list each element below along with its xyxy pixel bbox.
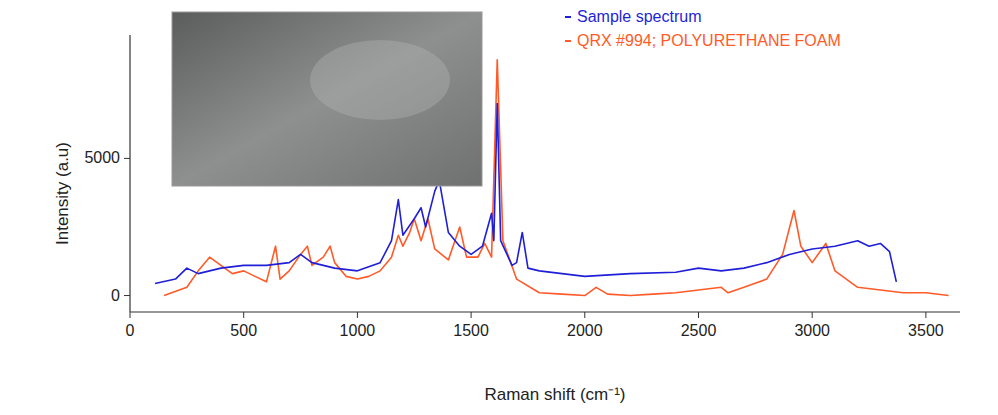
y-tick-label: 0	[111, 287, 120, 304]
x-tick	[130, 312, 131, 318]
legend-swatch	[565, 16, 571, 18]
x-tick-label: 2000	[567, 322, 603, 339]
x-axis-title: Raman shift (cm⁻¹)	[484, 385, 625, 404]
x-axis-line	[130, 311, 960, 312]
y-tick-label: 5000	[84, 149, 120, 166]
x-tick-label: 3000	[794, 322, 830, 339]
y-tick	[124, 295, 130, 296]
x-tick	[357, 312, 358, 318]
x-tick	[584, 312, 585, 318]
legend-label: Sample spectrum	[577, 8, 702, 25]
x-tick	[698, 312, 699, 318]
y-axis-line	[129, 35, 130, 312]
legend-swatch	[565, 40, 571, 42]
inset-highlight	[310, 40, 450, 120]
x-tick	[925, 312, 926, 318]
x-tick-label: 1000	[340, 322, 376, 339]
x-tick	[243, 312, 244, 318]
x-tick-label: 500	[230, 322, 257, 339]
chart: 0 500 1000 1500 2000 2500 3000 3500 0 5000 Raman s…	[0, 0, 998, 415]
y-axis-title: Intensity (a.u)	[53, 142, 72, 245]
x-tick	[812, 312, 813, 318]
x-tick-label: 2500	[681, 322, 717, 339]
legend-label: QRX #994; POLYURETHANE FOAM	[577, 32, 841, 49]
y-tick	[124, 158, 130, 159]
x-tick-label: 1500	[453, 322, 489, 339]
inset-image	[172, 12, 482, 186]
x-tick	[471, 312, 472, 318]
x-tick-label: 0	[126, 322, 135, 339]
x-tick-label: 3500	[908, 322, 944, 339]
